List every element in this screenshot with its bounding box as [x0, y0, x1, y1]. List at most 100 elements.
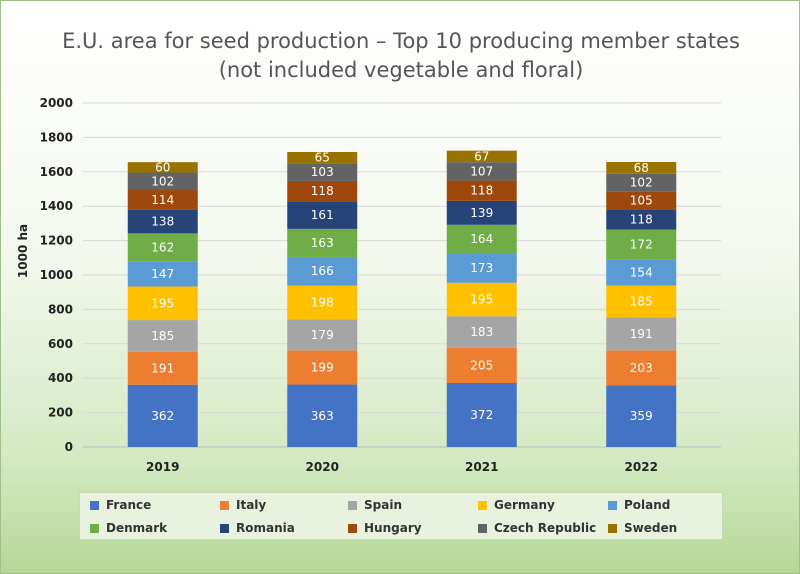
legend-label: Italy	[236, 498, 267, 512]
bar-segment-poland	[287, 256, 358, 286]
legend-item-france: France	[90, 497, 151, 513]
data-label: 118	[470, 184, 493, 198]
legend-swatch	[220, 500, 229, 510]
bar-segment-italy	[287, 350, 358, 385]
data-label: 185	[151, 329, 174, 343]
legend-label: France	[106, 498, 152, 512]
bar-segment-germany	[287, 285, 358, 320]
data-label: 203	[630, 361, 653, 375]
bar-segment-sweden	[287, 152, 358, 164]
data-label: 173	[470, 261, 493, 275]
data-label: 205	[470, 358, 493, 372]
data-label: 359	[630, 409, 653, 423]
data-label: 199	[311, 360, 334, 374]
data-label: 107	[470, 164, 493, 178]
legend-label: Romania	[236, 521, 295, 535]
bar-segment-romania	[446, 200, 517, 225]
bar-segment-hungary	[446, 180, 517, 201]
bar-segment-czech-republic	[127, 172, 198, 191]
legend-label: Sweden	[624, 521, 678, 535]
data-label: 105	[630, 193, 653, 207]
legend-swatch	[90, 500, 99, 510]
y-tick-label: 2000	[40, 96, 73, 110]
bar-segment-france	[287, 384, 358, 447]
data-label: 191	[630, 327, 653, 341]
bar-segment-denmark	[287, 228, 358, 257]
data-label: 103	[311, 165, 334, 179]
data-label: 138	[151, 215, 174, 229]
bar-segment-italy	[127, 351, 198, 385]
legend-label: Poland	[624, 498, 671, 512]
data-label: 139	[470, 206, 493, 220]
legend-item-germany: Germany	[478, 497, 555, 513]
legend-label: Czech Republic	[494, 521, 597, 535]
data-label: 65	[315, 151, 330, 165]
bar-segment-czech-republic	[446, 162, 517, 181]
legend-swatch	[220, 523, 229, 533]
bar-segment-italy	[446, 347, 517, 384]
bar-segment-italy	[606, 350, 677, 386]
y-tick-label: 200	[48, 406, 73, 420]
bar-segment-denmark	[606, 229, 677, 260]
legend-label: Spain	[364, 498, 402, 512]
bar-segment-hungary	[287, 180, 358, 202]
chart-title: E.U. area for seed production – Top 10 p…	[1, 27, 800, 85]
bar-segment-romania	[287, 201, 358, 229]
data-label: 161	[311, 208, 334, 222]
legend-label: Denmark	[106, 521, 168, 535]
data-label: 102	[151, 174, 174, 188]
data-label: 179	[311, 328, 334, 342]
y-tick-label: 1400	[40, 199, 73, 213]
x-tick-label: 2021	[465, 460, 498, 474]
chart-title-line-1: E.U. area for seed production – Top 10 p…	[62, 29, 740, 53]
data-label: 172	[630, 237, 653, 251]
bar-segment-romania	[606, 209, 677, 230]
data-label: 102	[630, 175, 653, 189]
legend-swatch	[478, 500, 487, 510]
data-label: 67	[474, 149, 489, 163]
legend-swatch	[608, 500, 617, 510]
y-tick-label: 1000	[40, 268, 73, 282]
bar-segment-sweden	[606, 161, 677, 174]
x-tick-label: 2020	[306, 460, 339, 474]
chart-plot: 0 200 400 600 800 1000 1200 1400 1600 1800 2000 36…	[16, 96, 721, 474]
y-tick-label: 1600	[40, 165, 73, 179]
bar-segment-germany	[127, 286, 198, 321]
bar-segment-spain	[606, 317, 677, 351]
y-tick-label: 400	[48, 371, 73, 385]
data-label: 191	[151, 361, 174, 375]
data-label: 162	[151, 240, 174, 254]
bar-segment-hungary	[127, 190, 198, 210]
y-axis-label: 1000 ha	[16, 224, 30, 278]
legend-item-czech-republic: Czech Republic	[478, 520, 596, 536]
data-label: 166	[311, 264, 334, 278]
bar-segment-spain	[287, 319, 358, 351]
bar-segment-spain	[446, 316, 517, 348]
legend-swatch	[90, 523, 99, 533]
legend-item-denmark: Denmark	[90, 520, 167, 536]
legend-swatch	[348, 500, 357, 510]
legend-swatch	[478, 523, 487, 533]
legend-item-poland: Poland	[608, 497, 670, 513]
bar-segment-czech-republic	[606, 173, 677, 192]
data-label: 114	[151, 193, 174, 207]
bar-segment-denmark	[446, 224, 517, 253]
bars: 3621911851951471621381141026036319917919…	[127, 149, 677, 447]
bar-segment-poland	[446, 252, 517, 283]
bar-segment-hungary	[606, 191, 677, 210]
data-label: 147	[151, 267, 174, 281]
bar-segment-denmark	[127, 233, 198, 262]
y-tick-label: 0	[65, 440, 73, 454]
data-label: 154	[630, 265, 653, 279]
legend-label: Hungary	[364, 521, 422, 535]
x-tick-label: 2019	[146, 460, 179, 474]
bar-segment-czech-republic	[287, 163, 358, 181]
data-label: 118	[630, 212, 653, 226]
legend-swatch	[608, 523, 617, 533]
bar-segment-romania	[127, 209, 198, 234]
bar-segment-poland	[127, 261, 198, 287]
bar-segment-sweden	[446, 150, 517, 163]
data-label: 195	[470, 293, 493, 307]
legend-item-italy: Italy	[220, 497, 266, 513]
legend-item-romania: Romania	[220, 520, 295, 536]
